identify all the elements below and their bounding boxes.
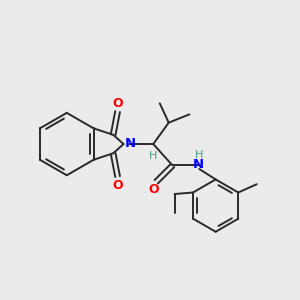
Text: O: O bbox=[112, 97, 123, 110]
Text: N: N bbox=[193, 158, 204, 171]
Text: H: H bbox=[194, 150, 203, 160]
Text: N: N bbox=[125, 137, 136, 150]
Text: H: H bbox=[148, 151, 157, 160]
Text: O: O bbox=[112, 178, 123, 192]
Text: O: O bbox=[149, 183, 160, 196]
